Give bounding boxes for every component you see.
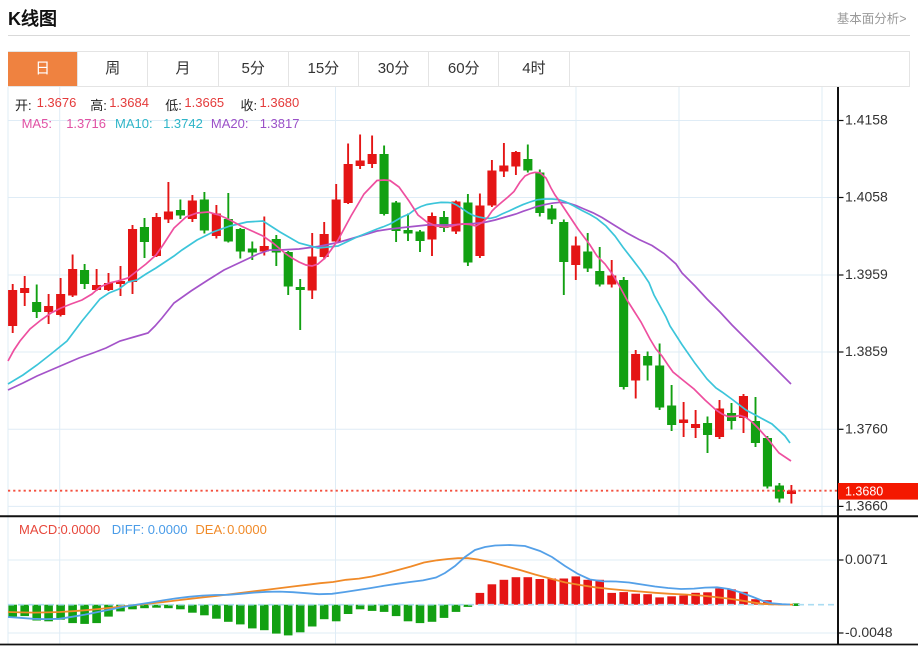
svg-text:1.3680: 1.3680 [845,484,883,498]
svg-text:1.3859: 1.3859 [845,343,888,359]
svg-text:-0.0048: -0.0048 [845,624,893,640]
svg-text:1.4158: 1.4158 [845,112,888,128]
svg-text:1.3660: 1.3660 [845,498,888,514]
svg-text:1.3760: 1.3760 [845,421,888,437]
svg-text:0.0071: 0.0071 [845,551,888,567]
svg-text:1.4058: 1.4058 [845,189,888,205]
svg-text:1.3959: 1.3959 [845,266,888,282]
